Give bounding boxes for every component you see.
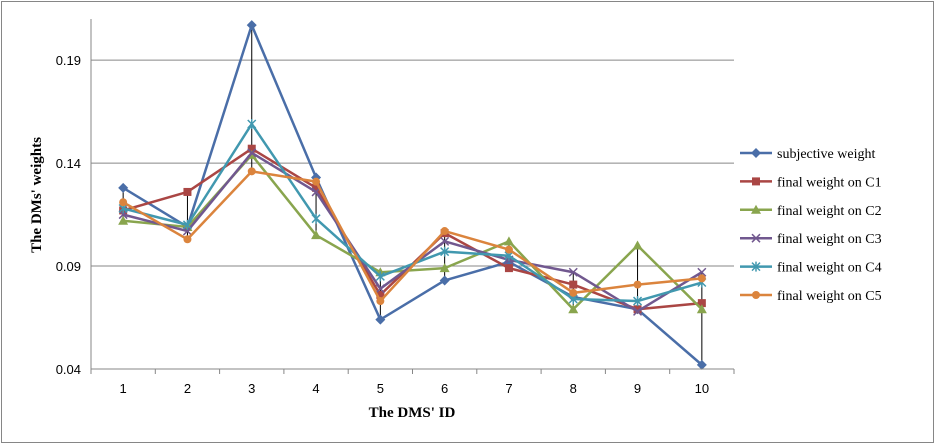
marker-triangle (568, 304, 579, 314)
x-tick-label: 2 (184, 381, 191, 396)
drop-lines (122, 25, 703, 365)
marker-x (633, 306, 643, 316)
series-5 (119, 167, 706, 306)
marker-asterisk (375, 271, 385, 282)
marker-asterisk (751, 261, 761, 272)
marker-diamond (246, 20, 257, 31)
marker-triangle (311, 230, 322, 240)
y-tick-label: 0.14 (56, 156, 81, 171)
x-tick-label: 8 (570, 381, 577, 396)
axes: 0.04 0.09 0.14 0.19 1 2 3 4 5 6 7 8 9 10 (56, 19, 735, 396)
marker-asterisk (247, 119, 257, 129)
legend-entry: final weight on C3 (740, 232, 882, 247)
legend: subjective weight final weight on C1 final… (740, 147, 882, 304)
legend-entry: final weight on C2 (740, 204, 882, 219)
x-tick-label: 3 (248, 381, 255, 396)
marker-square (633, 305, 642, 314)
marker-square (752, 177, 760, 186)
marker-square (312, 183, 321, 192)
marker-circle (376, 297, 385, 306)
marker-square (376, 290, 385, 299)
marker-circle (569, 288, 578, 297)
series-group (118, 20, 707, 370)
x-tick-label: 4 (312, 381, 319, 396)
legend-label: final weight on C3 (777, 232, 882, 247)
marker-square (697, 299, 706, 308)
marker-asterisk (311, 213, 321, 224)
marker-circle (752, 291, 760, 299)
x-tick-label: 5 (377, 381, 384, 396)
marker-diamond (375, 314, 386, 325)
marker-x (568, 267, 578, 277)
legend-entry: final weight on C1 (740, 175, 882, 190)
x-tick-label: 6 (441, 381, 448, 396)
marker-square (183, 187, 192, 196)
x-tick-label: 1 (120, 381, 127, 396)
marker-square (569, 280, 578, 289)
x-tick-label: 10 (695, 381, 709, 396)
x-axis-label: The DMS' ID (369, 405, 456, 421)
marker-circle (504, 245, 513, 254)
marker-triangle (118, 215, 129, 225)
legend-entry: final weight on C4 (740, 261, 882, 276)
legend-label: final weight on C5 (777, 289, 882, 304)
y-tick-label: 0.04 (56, 362, 81, 377)
marker-square (504, 264, 513, 273)
marker-triangle (439, 263, 450, 273)
y-axis-label: The DMs' weights (29, 137, 45, 253)
legend-label: final weight on C4 (777, 261, 882, 276)
marker-x (311, 187, 321, 197)
series-3 (118, 148, 707, 316)
marker-diamond (439, 275, 450, 286)
series-line (122, 23, 703, 366)
legend-entry: subjective weight (740, 147, 875, 162)
marker-circle (312, 177, 321, 186)
series-2 (118, 149, 707, 314)
y-tick-label: 0.19 (56, 53, 81, 68)
marker-x (375, 284, 385, 294)
marker-triangle (751, 204, 761, 214)
series-line (122, 147, 702, 311)
series-line (122, 122, 703, 303)
marker-diamond (118, 182, 129, 193)
legend-label: subjective weight (777, 147, 875, 162)
marker-x (697, 267, 707, 277)
marker-square (247, 144, 256, 153)
marker-asterisk (182, 219, 192, 230)
x-tick-label: 9 (634, 381, 641, 396)
marker-circle (247, 167, 256, 176)
marker-asterisk (440, 246, 450, 257)
marker-x (440, 236, 450, 246)
marker-circle (183, 235, 192, 244)
marker-triangle (696, 304, 707, 314)
marker-triangle (632, 240, 643, 250)
marker-diamond (696, 359, 707, 370)
marker-diamond (751, 148, 761, 158)
marker-asterisk (633, 296, 643, 307)
legend-label: final weight on C1 (777, 175, 882, 190)
series-line (122, 170, 702, 303)
marker-x (751, 233, 761, 243)
marker-circle (697, 274, 706, 283)
marker-x (247, 148, 257, 158)
marker-circle (119, 198, 128, 207)
marker-triangle (503, 236, 514, 246)
y-tick-label: 0.09 (56, 259, 81, 274)
legend-entry: final weight on C5 (740, 289, 882, 304)
x-tick-label: 7 (505, 381, 512, 396)
marker-circle (633, 280, 642, 289)
legend-label: final weight on C2 (777, 204, 882, 219)
series-4 (118, 119, 707, 307)
marker-circle (440, 227, 449, 236)
